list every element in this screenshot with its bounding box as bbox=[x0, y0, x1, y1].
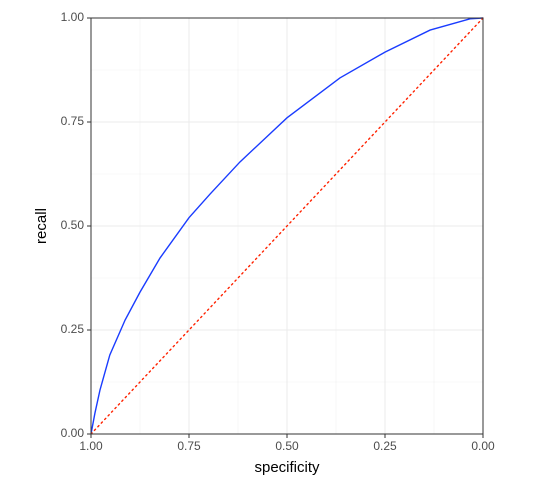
x-tick-label: 0.25 bbox=[373, 439, 397, 453]
x-axis-title: specificity bbox=[254, 459, 320, 476]
x-tick-label: 1.00 bbox=[79, 439, 103, 453]
x-tick-label: 0.00 bbox=[471, 439, 495, 453]
y-tick-label: 0.50 bbox=[61, 218, 85, 232]
y-tick-label: 0.75 bbox=[61, 114, 85, 128]
y-axis-title: recall bbox=[33, 208, 50, 244]
x-tick-label: 0.75 bbox=[177, 439, 201, 453]
marks bbox=[90, 17, 484, 435]
y-tick-label: 0.25 bbox=[61, 322, 85, 336]
y-tick-label: 0.00 bbox=[61, 426, 85, 440]
line bbox=[90, 17, 484, 435]
y-tick-label: 1.00 bbox=[61, 10, 85, 24]
x-tick-label: 0.50 bbox=[275, 439, 299, 453]
line bbox=[90, 17, 484, 435]
